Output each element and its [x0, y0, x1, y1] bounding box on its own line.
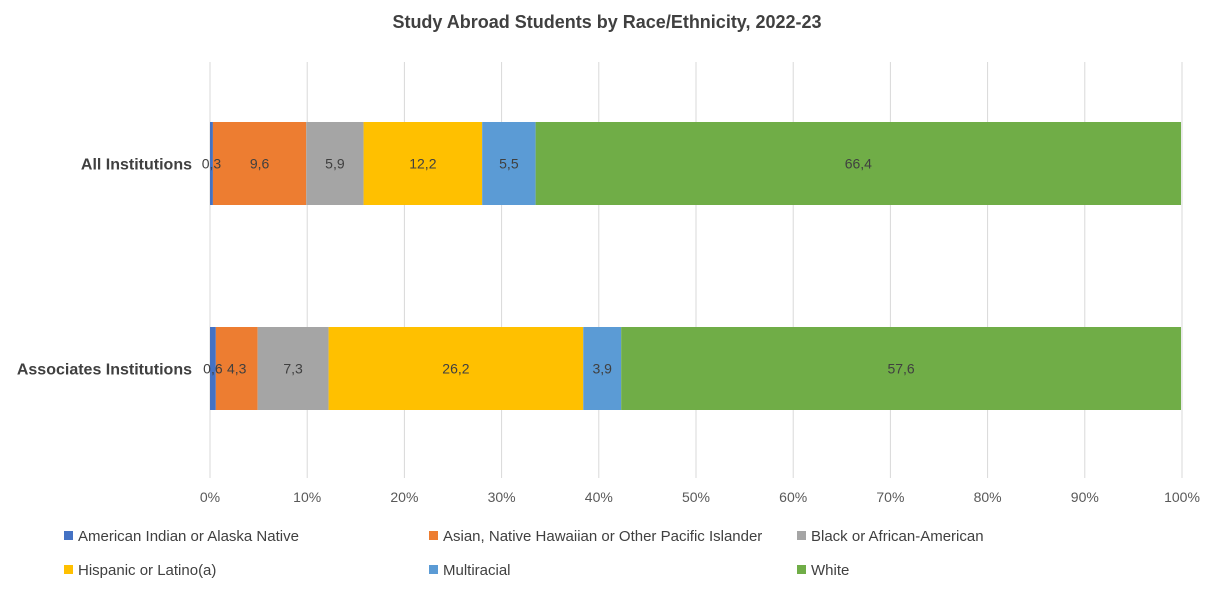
- bars: [210, 122, 1182, 410]
- data-label: 12,2: [409, 156, 436, 172]
- bar-segment: [621, 327, 1182, 410]
- category-label: All Institutions: [81, 157, 192, 174]
- legend-label: Hispanic or Latino(a): [78, 562, 216, 579]
- data-label: 0,6: [203, 361, 223, 377]
- x-tick-label: 100%: [1164, 489, 1200, 505]
- legend-label: Black or African-American: [811, 528, 984, 545]
- bar-segment: [215, 327, 258, 410]
- bar-segment: [482, 122, 536, 205]
- x-tick-label: 10%: [293, 489, 321, 505]
- data-label: 3,9: [592, 361, 612, 377]
- x-tick-label: 90%: [1071, 489, 1099, 505]
- data-label: 26,2: [442, 361, 469, 377]
- data-label: 57,6: [887, 361, 914, 377]
- bar-segment: [363, 122, 483, 205]
- x-tick-label: 60%: [779, 489, 807, 505]
- data-label: 0,3: [202, 156, 222, 172]
- bar-segment: [210, 327, 216, 410]
- data-label: 9,6: [250, 156, 270, 172]
- legend-label: White: [811, 562, 849, 579]
- legend-swatch: [64, 565, 73, 574]
- legend: American Indian or Alaska Native Asian, N…: [64, 528, 984, 579]
- x-axis-ticks: 0% 10% 20% 30% 40% 50% 60% 70% 80% 90% 100%: [200, 489, 1200, 505]
- x-tick-label: 40%: [585, 489, 613, 505]
- bar-segment: [306, 122, 364, 205]
- x-tick-label: 50%: [682, 489, 710, 505]
- legend-swatch: [797, 565, 806, 574]
- category-label: Associates Institutions: [17, 362, 192, 379]
- data-labels: 0,3 9,6 5,9 12,2 5,5 66,4 0,6 4,3 7,3 26,2 3,9 57,6: [202, 156, 915, 377]
- bar-segment: [583, 327, 622, 410]
- data-label: 7,3: [283, 361, 303, 377]
- x-tick-label: 0%: [200, 489, 220, 505]
- bar-segment: [212, 122, 307, 205]
- x-tick-label: 30%: [488, 489, 516, 505]
- legend-swatch: [64, 531, 73, 540]
- legend-label: Multiracial: [443, 562, 511, 579]
- legend-swatch: [429, 565, 438, 574]
- legend-swatch: [429, 531, 438, 540]
- data-label: 5,5: [499, 156, 519, 172]
- data-label: 66,4: [845, 156, 872, 172]
- legend-label: Asian, Native Hawaiian or Other Pacific …: [443, 528, 762, 545]
- x-tick-label: 70%: [876, 489, 904, 505]
- x-tick-label: 20%: [390, 489, 418, 505]
- legend-label: American Indian or Alaska Native: [78, 528, 299, 545]
- data-label: 4,3: [227, 361, 247, 377]
- x-tick-label: 80%: [974, 489, 1002, 505]
- bar-segment: [210, 122, 213, 205]
- category-labels: All Institutions Associates Institutions: [17, 157, 192, 379]
- chart-title: Study Abroad Students by Race/Ethnicity,…: [392, 12, 821, 32]
- bar-segment: [535, 122, 1182, 205]
- legend-swatch: [797, 531, 806, 540]
- data-label: 5,9: [325, 156, 345, 172]
- bar-segment: [328, 327, 584, 410]
- bar-segment: [257, 327, 329, 410]
